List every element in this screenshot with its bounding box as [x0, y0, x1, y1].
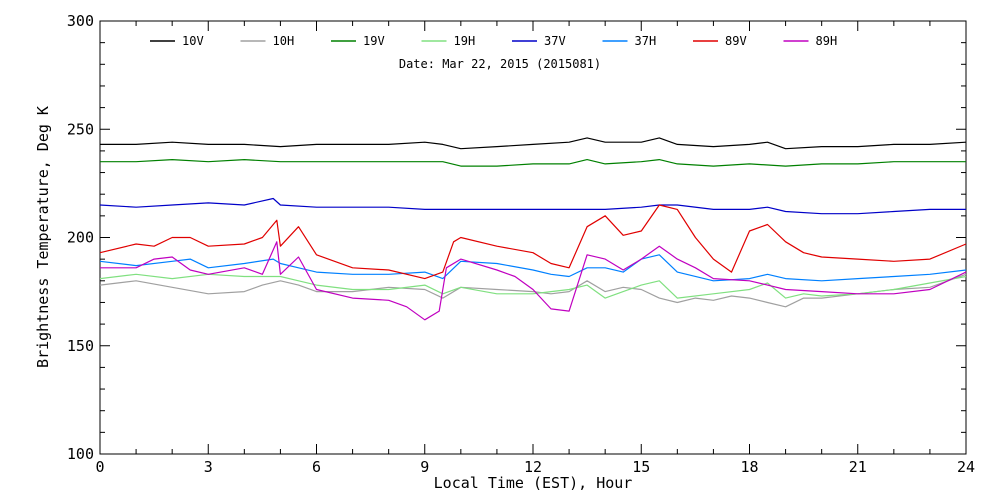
series-line-37h	[99, 254, 967, 282]
x-tick-label: 0	[95, 458, 104, 476]
series-line-89h	[100, 241, 967, 321]
legend-label: 19H	[454, 34, 476, 48]
x-tick-label: 18	[740, 458, 758, 476]
series-line-19v	[100, 159, 966, 167]
plot-frame	[99, 20, 967, 455]
y-tick-label: 100	[67, 445, 94, 463]
x-axis-label: Local Time (EST), Hour	[434, 474, 633, 492]
legend-label: 89V	[725, 34, 747, 48]
x-tick-label: 12	[524, 458, 542, 476]
legend-label: 10V	[182, 34, 204, 48]
y-tick-label: 300	[67, 12, 94, 30]
x-tick-label: 3	[204, 458, 213, 476]
y-axis-label: Brightness Temperature, Deg K	[34, 106, 52, 368]
y-tick-label: 250	[67, 120, 94, 138]
series-line-10v	[100, 137, 967, 150]
chart-subtitle: Date: Mar 22, 2015 (2015081)	[399, 57, 601, 71]
axis-ticks	[99, 20, 967, 455]
legend-label: 19V	[363, 34, 385, 48]
x-tick-label: 9	[420, 458, 429, 476]
x-tick-label: 6	[312, 458, 321, 476]
y-tick-label: 150	[67, 337, 94, 355]
legend: 10V 10H 19V 19H 37V 37H 89V 89H	[150, 34, 837, 48]
series-line-10h	[99, 273, 967, 308]
legend-label: 89H	[816, 34, 838, 48]
series-lines	[99, 137, 967, 321]
series-line-37v	[99, 197, 966, 215]
x-tick-label: 15	[632, 458, 650, 476]
legend-label: 10H	[273, 34, 295, 48]
axis-tick-labels: 0 3 6 9 12 15 18 21 24 100 150 200 250 300	[67, 12, 975, 476]
x-tick-label: 24	[957, 458, 975, 476]
series-line-19h	[99, 273, 967, 299]
legend-label: 37H	[635, 34, 657, 48]
series-line-89v	[99, 204, 967, 280]
y-tick-label: 200	[67, 229, 94, 247]
x-tick-label: 21	[849, 458, 867, 476]
legend-label: 37V	[544, 34, 566, 48]
